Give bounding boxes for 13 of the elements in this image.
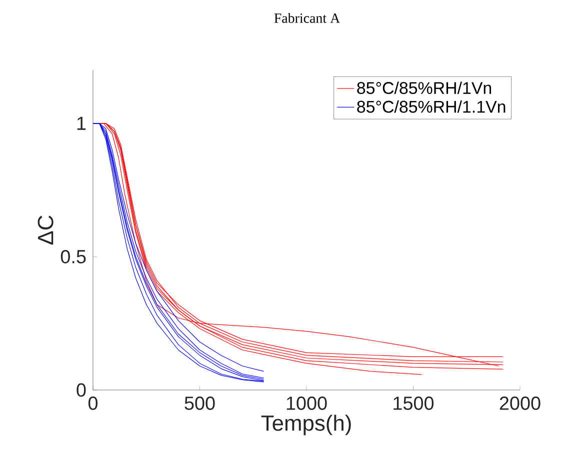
y-axis-title: ΔC — [38, 216, 54, 245]
y-tick-label: 0.5 — [60, 250, 86, 264]
y-tick-label: 1 — [77, 116, 86, 130]
x-tick-label: 2000 — [500, 396, 540, 410]
x-axis-title: Temps(h) — [261, 414, 351, 436]
x-tick-label: 0 — [88, 396, 98, 410]
y-tick-label: 0 — [76, 383, 86, 397]
x-tick-label: 1000 — [286, 396, 327, 410]
legend-label: 85°C/85%RH/1.1Vn — [357, 100, 506, 113]
chart-title: Fabricant A — [274, 13, 340, 23]
x-tick-label: 500 — [184, 396, 215, 410]
x-tick-label: 1500 — [394, 396, 434, 410]
legend-label: 85°C/85%RH/1Vn — [357, 82, 492, 94]
